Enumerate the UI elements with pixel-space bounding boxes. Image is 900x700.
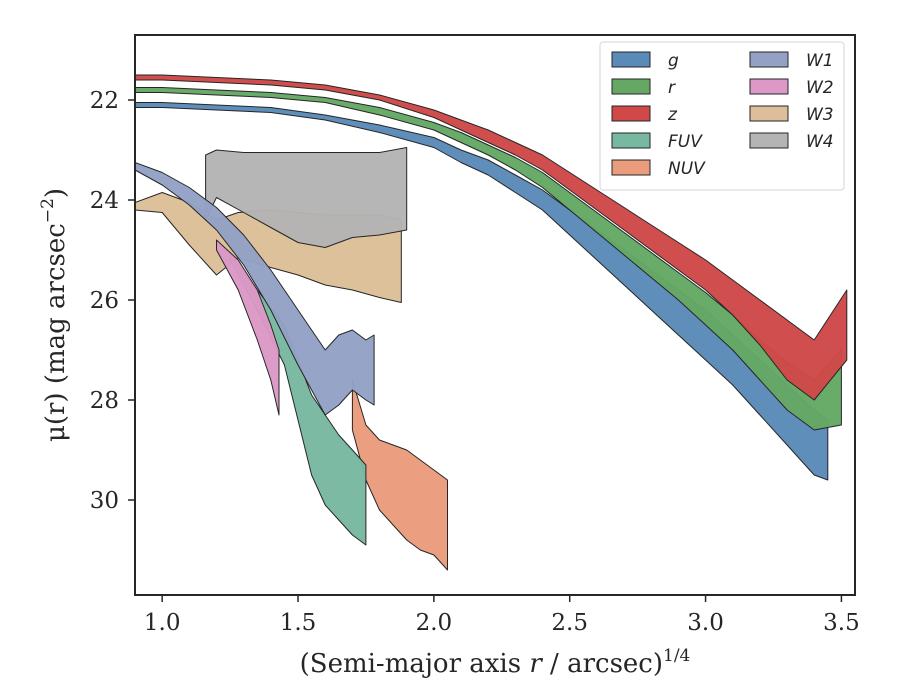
band-z: [135, 74, 848, 401]
band-w1: [135, 162, 375, 416]
x-tick-label: 2.0: [416, 610, 453, 636]
legend-swatch-w1: [749, 51, 789, 68]
y-axis-ticks: 22 24 26 28 30: [90, 88, 135, 514]
plot-frame: [134, 34, 856, 596]
legend-swatch-nuv: [611, 159, 651, 176]
band-nuv: [351, 379, 448, 571]
y-tick-label: 30: [90, 488, 119, 514]
legend-swatch-g: [611, 51, 651, 68]
y-axis-label: μ(r) (mag arcsec−2): [38, 188, 71, 442]
band-w2: [216, 239, 280, 416]
legend: grz FUV NUV W1 W2 W3 W4: [599, 41, 845, 191]
x-tick-label: 1.5: [280, 610, 317, 636]
y-tick-label: 22: [90, 88, 119, 114]
legend-label-w2: W2: [806, 78, 834, 98]
legend-label-nuv: NUV: [668, 159, 706, 179]
x-tick-label: 1.0: [144, 610, 181, 636]
legend-label-w1: W1: [806, 51, 834, 71]
band-g: [135, 102, 829, 481]
legend-label-fuv: FUV: [668, 132, 703, 152]
legend-label-g: g: [668, 51, 679, 71]
x-axis-label: (Semi-major axis r / arcsec)1/4: [300, 646, 691, 679]
band-r: [135, 87, 842, 431]
legend-swatch-z: [611, 105, 651, 122]
legend-swatch-w2: [749, 78, 789, 95]
legend-swatch-fuv: [611, 132, 651, 149]
legend-label-w3: W3: [806, 105, 834, 125]
legend-label-r: r: [668, 78, 676, 98]
x-tick-label: 2.5: [551, 610, 588, 636]
x-tick-label: 3.5: [823, 610, 860, 636]
y-tick-label: 28: [90, 388, 119, 414]
legend-swatch-w4: [749, 132, 789, 149]
legend-swatch-w3: [749, 105, 789, 122]
y-tick-label: 26: [90, 288, 119, 314]
band-w4: [205, 147, 408, 248]
legend-swatch-r: [611, 78, 651, 95]
y-tick-label: 24: [90, 188, 119, 214]
legend-label-w4: W4: [806, 132, 834, 152]
x-tick-label: 3.0: [687, 610, 724, 636]
x-axis-ticks: 1.0 1.5 2.0 2.5 3.0 3.5: [144, 595, 860, 636]
bands-layer: [135, 74, 848, 571]
legend-label-z: z: [667, 105, 678, 125]
